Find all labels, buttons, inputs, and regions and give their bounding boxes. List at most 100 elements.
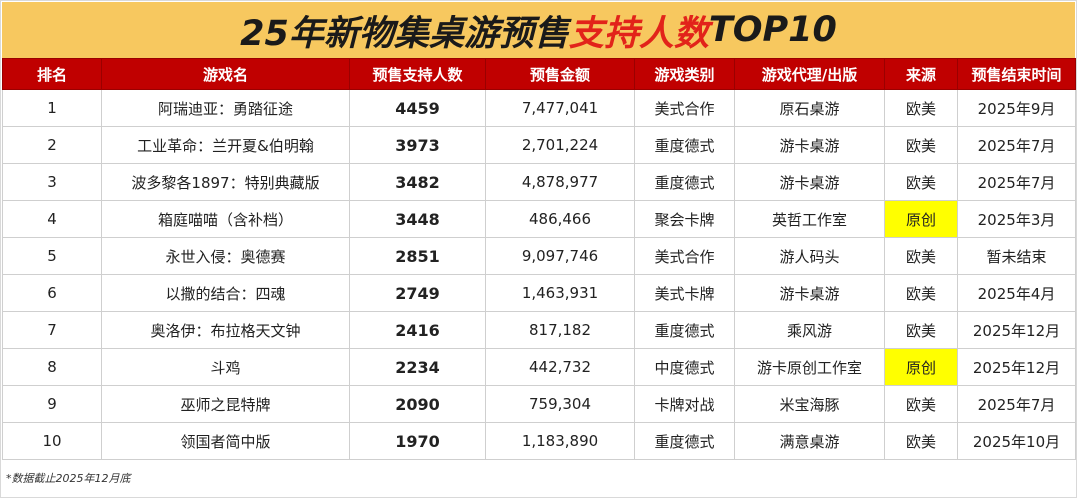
cell-end: 2025年10月 [957, 422, 1076, 460]
cell-supporters: 2090 [349, 385, 486, 423]
cell-origin: 欧美 [884, 385, 958, 423]
cell-amount: 1,183,890 [485, 422, 635, 460]
cell-end: 2025年12月 [957, 348, 1076, 386]
cell-rank: 6 [2, 274, 102, 312]
cell-category: 中度德式 [634, 348, 735, 386]
table-row: 3 波多黎各1897：特别典藏版 3482 4,878,977 重度德式 游卡桌游 欧美 20… [2, 163, 1076, 201]
cell-name: 波多黎各1897：特别典藏版 [101, 163, 350, 201]
header-amount: 预售金额 [485, 58, 635, 90]
cell-category: 卡牌对战 [634, 385, 735, 423]
cell-name: 斗鸡 [101, 348, 350, 386]
cell-publisher: 游卡原创工作室 [734, 348, 885, 386]
cell-amount: 1,463,931 [485, 274, 635, 312]
cell-name: 阿瑞迪亚：勇踏征途 [101, 89, 350, 127]
cell-origin: 欧美 [884, 422, 958, 460]
cell-publisher: 米宝海豚 [734, 385, 885, 423]
cell-supporters: 3448 [349, 200, 486, 238]
cell-origin: 欧美 [884, 89, 958, 127]
table-header-row: 排名 游戏名 预售支持人数 预售金额 游戏类别 游戏代理/出版 来源 预售结束时… [2, 58, 1076, 90]
cell-name: 工业革命：兰开夏&伯明翰 [101, 126, 350, 164]
cell-publisher: 原石桌游 [734, 89, 885, 127]
cell-supporters: 2234 [349, 348, 486, 386]
cell-origin: 欧美 [884, 237, 958, 275]
cell-origin: 原创 [884, 348, 958, 386]
cell-category: 美式合作 [634, 89, 735, 127]
cell-end: 2025年7月 [957, 126, 1076, 164]
cell-amount: 9,097,746 [485, 237, 635, 275]
cell-name: 箱庭喵喵（含补档） [101, 200, 350, 238]
table-row: 4 箱庭喵喵（含补档） 3448 486,466 聚会卡牌 英哲工作室 原创 2025年3月 [2, 200, 1076, 238]
cell-publisher: 游人码头 [734, 237, 885, 275]
cell-publisher: 游卡桌游 [734, 274, 885, 312]
cell-supporters: 1970 [349, 422, 486, 460]
header-name: 游戏名 [101, 58, 350, 90]
table-row: 7 奥洛伊：布拉格天文钟 2416 817,182 重度德式 乘风游 欧美 2025年12月 [2, 311, 1076, 349]
cell-amount: 7,477,041 [485, 89, 635, 127]
cell-rank: 5 [2, 237, 102, 275]
table-row: 2 工业革命：兰开夏&伯明翰 3973 2,701,224 重度德式 游卡桌游 欧美 2025… [2, 126, 1076, 164]
cell-supporters: 2416 [349, 311, 486, 349]
cell-supporters: 4459 [349, 89, 486, 127]
cell-supporters: 3482 [349, 163, 486, 201]
cell-category: 聚会卡牌 [634, 200, 735, 238]
ranking-table: 排名 游戏名 预售支持人数 预售金额 游戏类别 游戏代理/出版 来源 预售结束时… [2, 58, 1076, 460]
cell-supporters: 2851 [349, 237, 486, 275]
cell-category: 重度德式 [634, 422, 735, 460]
table-row: 10 领国者简中版 1970 1,183,890 重度德式 满意桌游 欧美 2025年10月 [2, 422, 1076, 460]
footnote: *数据截止2025年12月底 [6, 472, 131, 485]
page-title: 25年新物集桌游预售 支持人数 TOP10 [2, 2, 1075, 58]
cell-supporters: 2749 [349, 274, 486, 312]
cell-publisher: 游卡桌游 [734, 126, 885, 164]
title-part-2: 支持人数 [568, 13, 709, 54]
cell-rank: 4 [2, 200, 102, 238]
table-row: 6 以撒的结合：四魂 2749 1,463,931 美式卡牌 游卡桌游 欧美 2025年4月 [2, 274, 1076, 312]
cell-category: 重度德式 [634, 311, 735, 349]
cell-origin: 欧美 [884, 274, 958, 312]
header-rank: 排名 [2, 58, 102, 90]
table-row: 8 斗鸡 2234 442,732 中度德式 游卡原创工作室 原创 2025年12月 [2, 348, 1076, 386]
header-origin: 来源 [884, 58, 958, 90]
cell-amount: 817,182 [485, 311, 635, 349]
cell-category: 重度德式 [634, 126, 735, 164]
cell-rank: 2 [2, 126, 102, 164]
cell-name: 领国者简中版 [101, 422, 350, 460]
cell-rank: 7 [2, 311, 102, 349]
cell-category: 美式合作 [634, 237, 735, 275]
cell-category: 美式卡牌 [634, 274, 735, 312]
cell-origin: 欧美 [884, 311, 958, 349]
cell-origin: 欧美 [884, 126, 958, 164]
cell-amount: 4,878,977 [485, 163, 635, 201]
cell-end: 2025年9月 [957, 89, 1076, 127]
cell-publisher: 满意桌游 [734, 422, 885, 460]
cell-rank: 10 [2, 422, 102, 460]
cell-name: 巫师之昆特牌 [101, 385, 350, 423]
cell-rank: 9 [2, 385, 102, 423]
cell-rank: 1 [2, 89, 102, 127]
cell-end: 暂未结束 [957, 237, 1076, 275]
title-part-1: 25年新物集桌游预售 [240, 13, 569, 54]
cell-publisher: 乘风游 [734, 311, 885, 349]
cell-end: 2025年7月 [957, 163, 1076, 201]
header-end: 预售结束时间 [957, 58, 1076, 90]
cell-end: 2025年3月 [957, 200, 1076, 238]
cell-rank: 8 [2, 348, 102, 386]
cell-amount: 442,732 [485, 348, 635, 386]
cell-amount: 759,304 [485, 385, 635, 423]
cell-publisher: 游卡桌游 [734, 163, 885, 201]
header-category: 游戏类别 [634, 58, 735, 90]
table-row: 9 巫师之昆特牌 2090 759,304 卡牌对战 米宝海豚 欧美 2025年7月 [2, 385, 1076, 423]
cell-end: 2025年12月 [957, 311, 1076, 349]
cell-origin: 欧美 [884, 163, 958, 201]
cell-name: 奥洛伊：布拉格天文钟 [101, 311, 350, 349]
cell-name: 永世入侵：奥德赛 [101, 237, 350, 275]
table-row: 5 永世入侵：奥德赛 2851 9,097,746 美式合作 游人码头 欧美 暂未结束 [2, 237, 1076, 275]
cell-end: 2025年7月 [957, 385, 1076, 423]
cell-end: 2025年4月 [957, 274, 1076, 312]
header-supporters: 预售支持人数 [349, 58, 486, 90]
cell-amount: 2,701,224 [485, 126, 635, 164]
cell-name: 以撒的结合：四魂 [101, 274, 350, 312]
title-part-3: TOP10 [708, 10, 837, 50]
cell-amount: 486,466 [485, 200, 635, 238]
table-row: 1 阿瑞迪亚：勇踏征途 4459 7,477,041 美式合作 原石桌游 欧美 2025年9月 [2, 89, 1076, 127]
